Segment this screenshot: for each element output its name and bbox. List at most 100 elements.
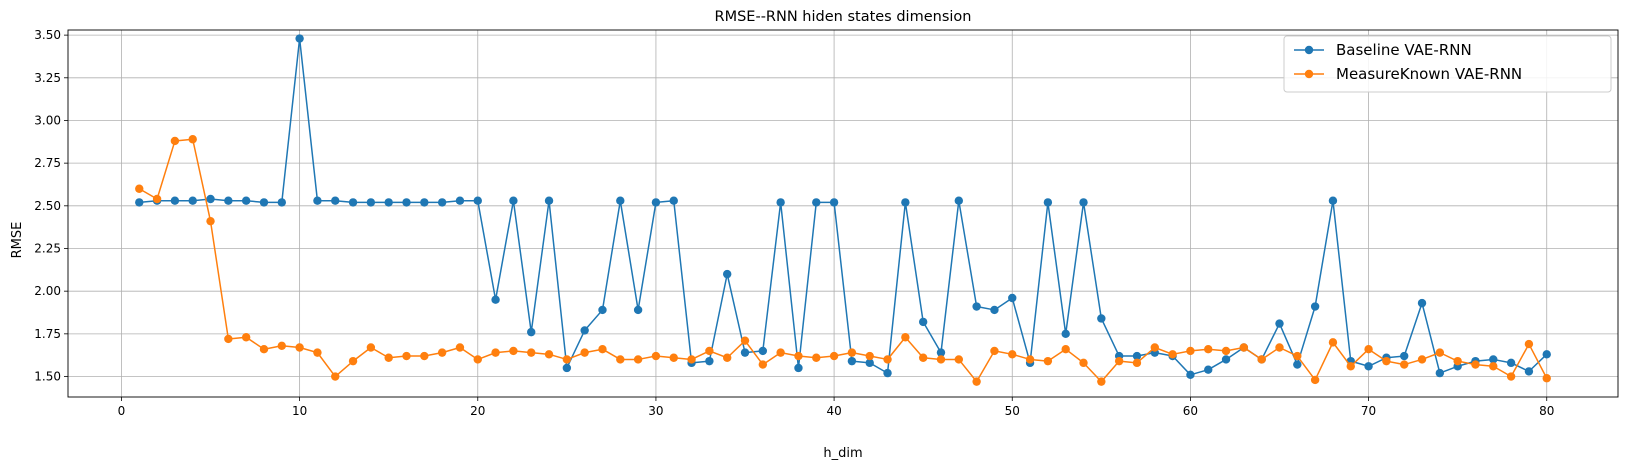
legend-label: Baseline VAE-RNN xyxy=(1336,41,1472,59)
data-point xyxy=(313,196,322,205)
data-point xyxy=(437,348,447,357)
data-point xyxy=(1008,293,1017,303)
data-point xyxy=(705,346,714,356)
data-point xyxy=(473,355,482,364)
data-point xyxy=(259,345,269,354)
data-point xyxy=(331,372,340,381)
data-point xyxy=(188,135,197,144)
data-point xyxy=(509,196,518,205)
data-point xyxy=(277,341,286,350)
y-tick-label: 3.50 xyxy=(34,28,61,42)
data-point xyxy=(1346,362,1355,371)
data-point xyxy=(669,196,678,205)
data-point xyxy=(829,198,839,207)
data-point xyxy=(224,196,233,205)
data-point xyxy=(1310,375,1320,385)
y-tick-label: 1.75 xyxy=(34,327,61,341)
data-point xyxy=(598,345,607,354)
data-point xyxy=(491,295,500,304)
data-point xyxy=(135,184,144,193)
data-point xyxy=(722,353,732,362)
y-axis-label: RMSE xyxy=(10,222,25,259)
y-tick-label: 2.50 xyxy=(34,199,61,213)
data-point xyxy=(170,196,180,205)
data-point xyxy=(1524,367,1534,376)
data-point xyxy=(1506,358,1516,368)
data-point xyxy=(936,355,946,364)
data-point xyxy=(295,343,304,352)
x-axis-label: h_dim xyxy=(823,446,862,461)
y-tick-label: 2.25 xyxy=(34,241,61,255)
data-point xyxy=(794,351,803,361)
data-point xyxy=(1435,368,1445,378)
data-point xyxy=(847,356,857,366)
data-point xyxy=(1453,356,1462,366)
ticks: 0 10 20 30 40 50 60 70 80 1.50 1.75 2.00 2.25 2.50 2.7… xyxy=(34,28,1554,418)
x-tick-label: 0 xyxy=(118,404,126,418)
data-point xyxy=(1097,314,1106,323)
data-point xyxy=(669,353,678,362)
data-point xyxy=(277,198,286,207)
data-point xyxy=(1168,350,1177,359)
data-point xyxy=(1097,377,1106,386)
data-point xyxy=(188,196,197,205)
data-point xyxy=(348,356,358,366)
data-point xyxy=(420,198,429,207)
data-point xyxy=(1400,360,1409,369)
plot-frame xyxy=(67,29,1619,398)
data-point xyxy=(1489,362,1498,371)
y-tick-label: 2.75 xyxy=(34,156,61,170)
legend: Baseline VAE-RNN MeasureKnown VAE-RNN xyxy=(1283,35,1612,93)
data-point xyxy=(580,326,589,335)
data-point xyxy=(1542,350,1551,359)
data-point xyxy=(473,196,482,205)
data-point xyxy=(651,198,661,207)
data-point xyxy=(972,302,981,311)
data-point xyxy=(135,198,144,207)
data-point xyxy=(1364,345,1373,354)
data-point xyxy=(1400,351,1409,361)
data-point xyxy=(633,305,643,315)
data-point xyxy=(1364,362,1373,371)
data-point xyxy=(1275,319,1284,328)
data-point xyxy=(1257,355,1266,364)
data-point xyxy=(1150,343,1159,352)
data-point xyxy=(794,363,803,373)
legend-swatch-marker xyxy=(1304,69,1314,79)
data-point xyxy=(758,346,768,356)
data-point xyxy=(1061,329,1070,339)
data-point xyxy=(1275,343,1284,352)
data-point xyxy=(1471,360,1480,369)
data-point xyxy=(936,348,946,357)
data-point xyxy=(1293,360,1302,369)
data-point xyxy=(918,353,928,362)
data-point xyxy=(847,348,857,357)
data-point xyxy=(1310,302,1320,311)
data-point xyxy=(170,136,180,146)
data-point xyxy=(776,348,785,357)
data-point xyxy=(455,196,465,205)
data-point xyxy=(598,305,607,315)
data-point xyxy=(883,355,892,364)
data-point xyxy=(1025,355,1035,364)
data-point xyxy=(633,355,643,364)
data-point xyxy=(420,351,429,361)
data-point xyxy=(1079,198,1088,207)
data-point xyxy=(1186,370,1195,380)
data-point xyxy=(527,348,536,357)
data-point xyxy=(206,194,215,204)
y-tick-label: 3.00 xyxy=(34,113,61,127)
x-tick-label: 80 xyxy=(1539,404,1554,418)
data-point xyxy=(705,356,714,366)
data-point xyxy=(616,355,625,364)
data-point xyxy=(527,327,536,337)
x-tick-label: 60 xyxy=(1183,404,1198,418)
data-point xyxy=(883,368,892,378)
data-point xyxy=(1417,355,1427,364)
data-point xyxy=(1132,351,1142,361)
data-point xyxy=(1328,338,1338,347)
data-point xyxy=(366,343,376,352)
data-point xyxy=(740,336,750,345)
data-point xyxy=(1542,374,1551,383)
